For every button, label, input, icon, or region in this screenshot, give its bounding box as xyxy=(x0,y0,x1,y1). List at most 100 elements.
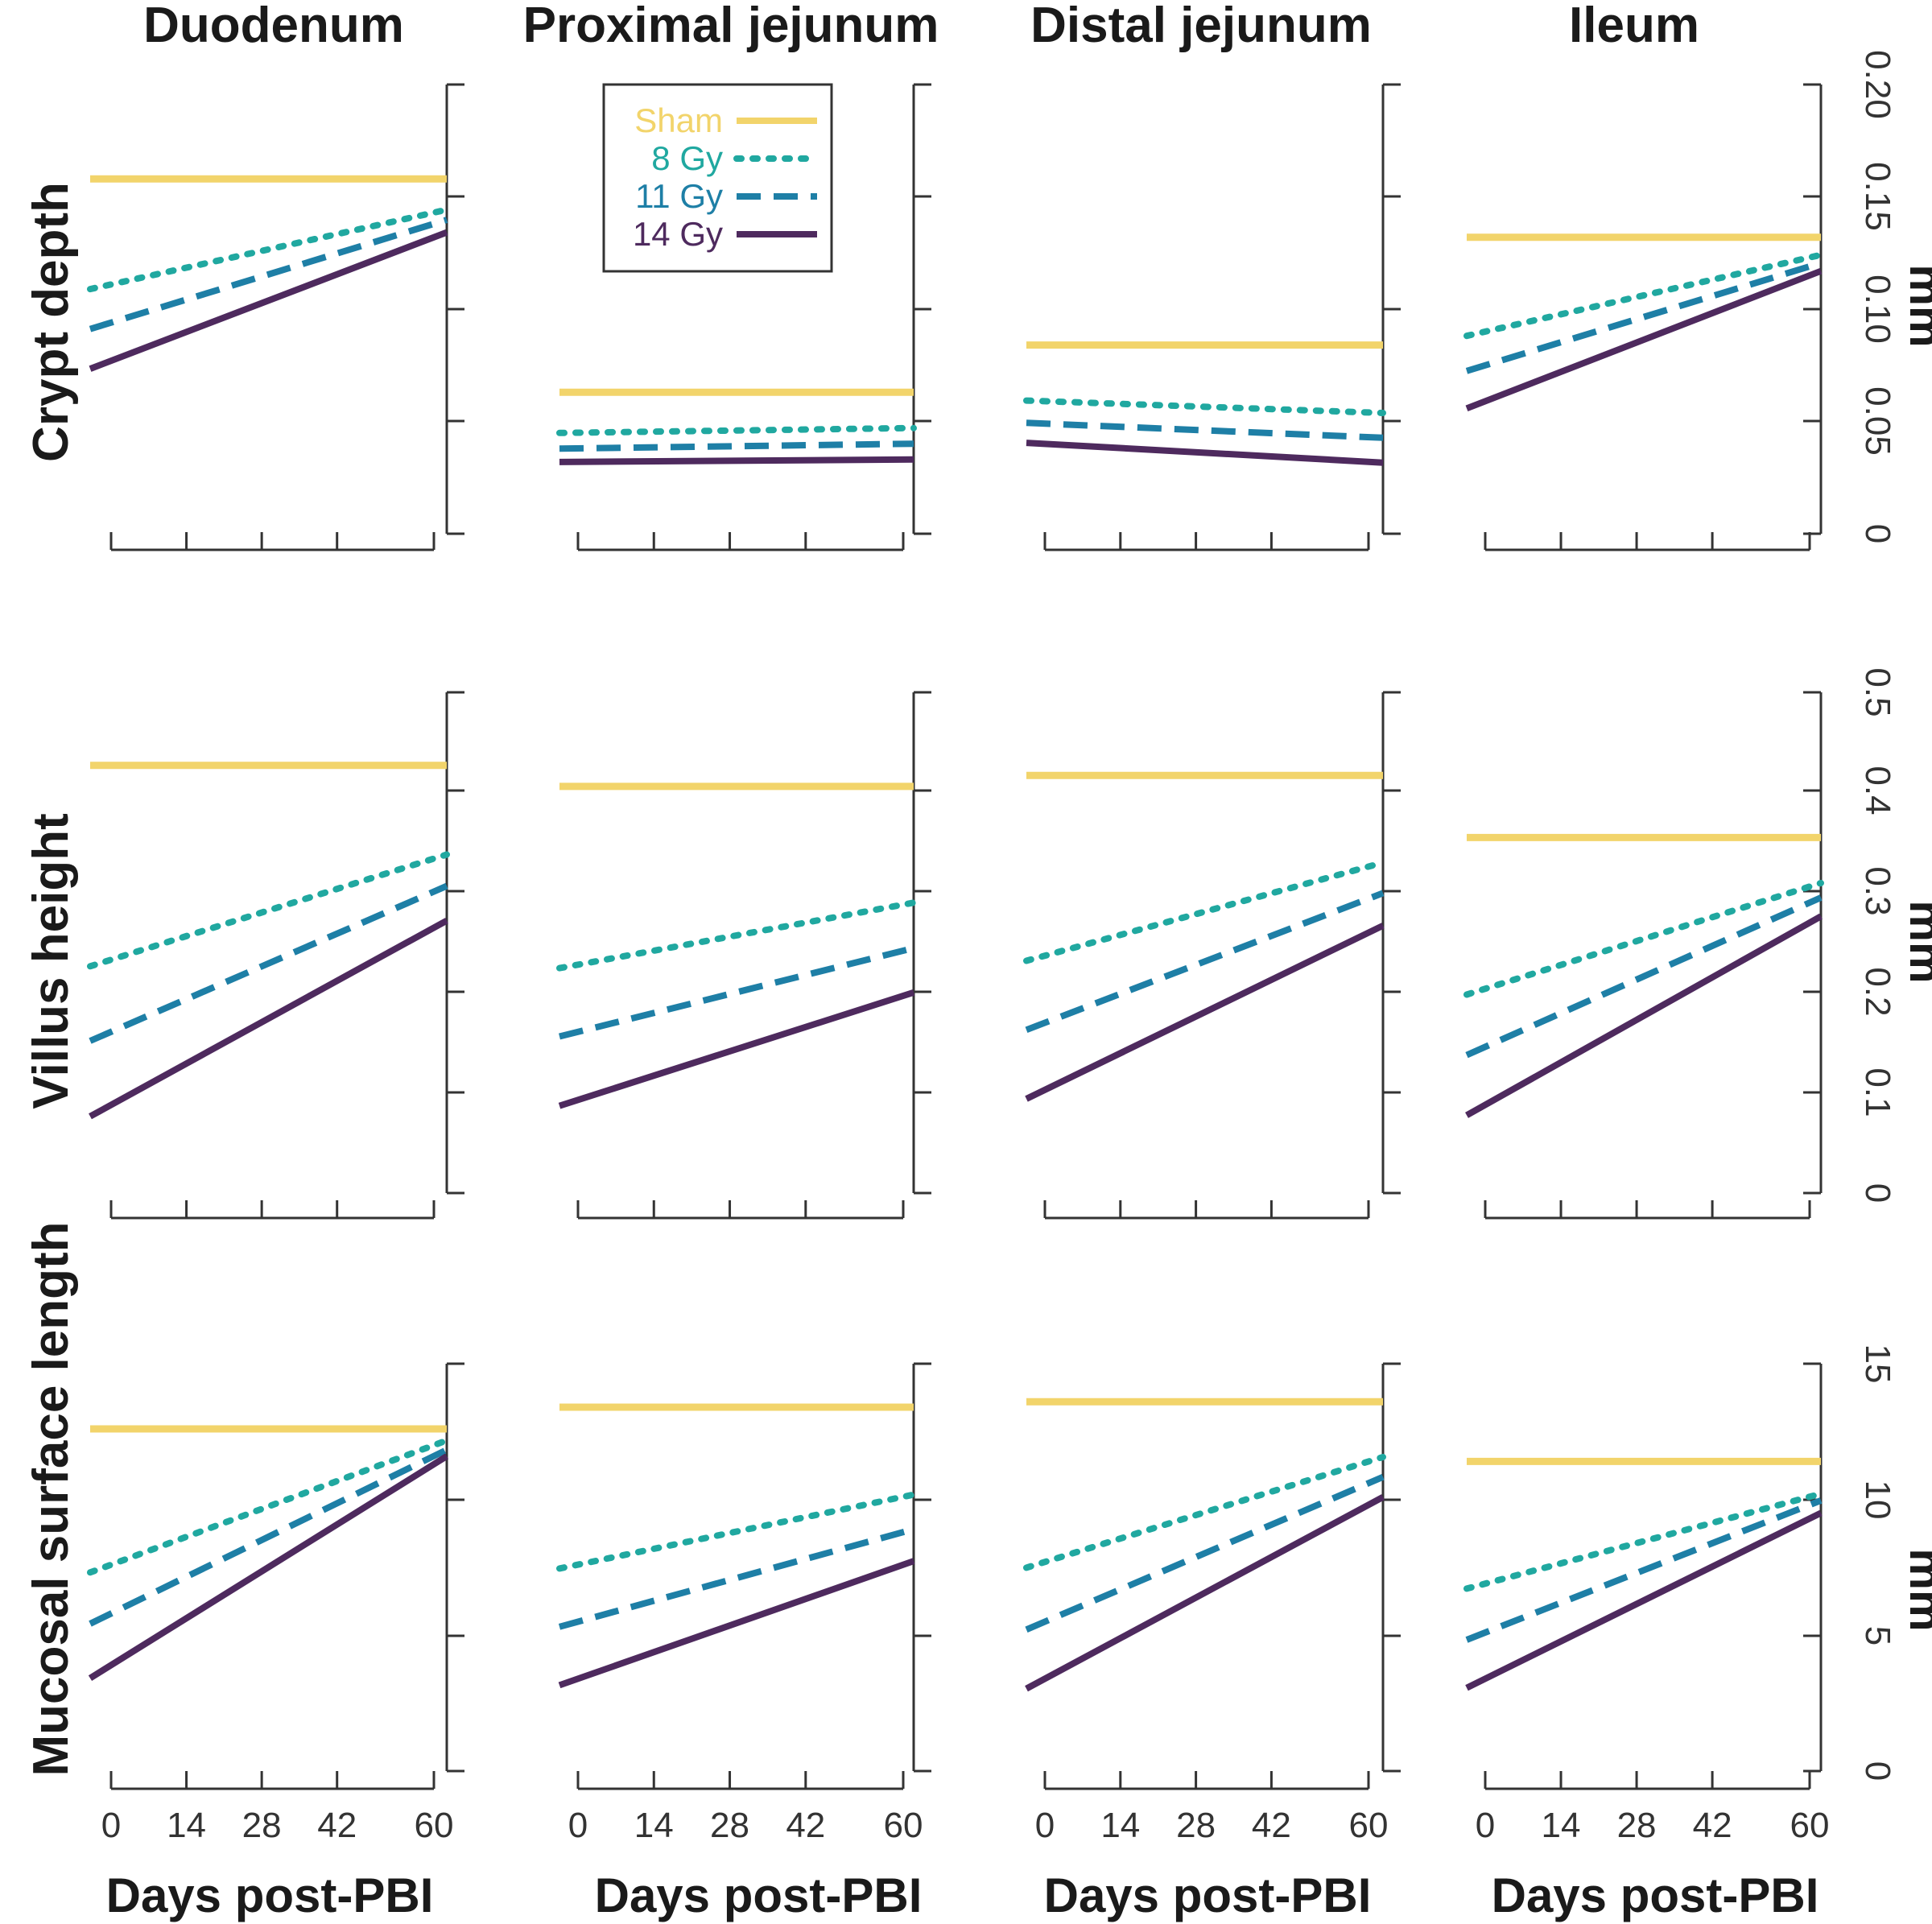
series-line-8-gy xyxy=(87,206,450,293)
series-line-14-gy xyxy=(559,456,914,465)
series-line-8-gy xyxy=(556,424,917,436)
column-title-duodenum: Duodenum xyxy=(143,0,404,53)
x-tick-label: 60 xyxy=(884,1806,923,1845)
series-line-11-gy xyxy=(1465,259,1823,374)
x-tick-label: 0 xyxy=(101,1806,121,1845)
y-tick-label: 0.10 xyxy=(1858,275,1897,344)
column-title-proximal-jejunum: Proximal jejunum xyxy=(523,0,939,53)
legend-box xyxy=(602,83,833,273)
series-line-11-gy xyxy=(1025,1474,1385,1633)
panel-crypt-depth-distal-jejunum xyxy=(1023,83,1401,551)
x-tick-label: 42 xyxy=(786,1806,825,1845)
x-axis-label: Days post-PBI xyxy=(106,1868,434,1922)
series-line-8-gy xyxy=(1463,879,1824,998)
x-tick-label: 0 xyxy=(1035,1806,1055,1845)
panel-mucosal-surface-length-distal-jejunum: 0 14 28 42 60 Days post-PBI xyxy=(1023,1362,1401,1922)
y-unit-label: mm xyxy=(1900,900,1932,983)
series-line-11-gy xyxy=(89,882,448,1044)
series-line-11-gy xyxy=(1465,1497,1823,1643)
series-line-11-gy xyxy=(559,440,914,452)
y-tick-label: 10 xyxy=(1858,1480,1897,1520)
y-tick-label: 0 xyxy=(1858,1183,1897,1203)
series-line-14-gy xyxy=(558,1558,915,1689)
panel-mucosal-surface-length-proximal-jejunum: 0 14 28 42 60 Days post-PBI xyxy=(556,1362,931,1922)
x-axis-label: Days post-PBI xyxy=(595,1868,923,1922)
y-tick-label: 15 xyxy=(1858,1344,1897,1384)
panel-villus-height-duodenum xyxy=(87,691,464,1220)
legend-label-8-gy: 8 Gy xyxy=(651,139,723,177)
row-title-crypt-depth: Crypt depth xyxy=(23,182,79,462)
column-title-distal-jejunum: Distal jejunum xyxy=(1030,0,1372,53)
panel-crypt-depth-ileum: 0 0.05 0.10 0.15 0.20 xyxy=(1463,50,1897,551)
y-tick-label: 0 xyxy=(1858,524,1897,543)
y-tick-label: 0.2 xyxy=(1858,967,1897,1016)
x-tick-label: 0 xyxy=(1476,1806,1495,1845)
series-line-14-gy xyxy=(1025,923,1385,1102)
panel-crypt-depth-proximal-jejunum xyxy=(556,83,931,551)
series-line-8-gy xyxy=(1463,1490,1824,1592)
panel-mucosal-surface-length-duodenum: 0 14 28 42 60 Days post-PBI xyxy=(87,1362,464,1922)
series-line-11-gy xyxy=(1465,894,1823,1059)
x-tick-label: 42 xyxy=(1252,1806,1291,1845)
y-tick-label: 0.1 xyxy=(1858,1067,1897,1117)
x-tick-label: 42 xyxy=(317,1806,357,1845)
x-tick-label: 14 xyxy=(1100,1806,1140,1845)
series-line-11-gy xyxy=(1025,890,1385,1034)
series-line-11-gy xyxy=(559,944,914,1040)
y-tick-label: 5 xyxy=(1858,1626,1897,1645)
panel-mucosal-surface-length-ileum: 0 5 10 15 0 14 28 42 60 Days post-PBI xyxy=(1463,1344,1897,1922)
series-line-14-gy xyxy=(1026,440,1384,466)
panel-crypt-depth-duodenum xyxy=(87,83,464,551)
x-tick-label: 28 xyxy=(710,1806,749,1845)
x-tick-label: 42 xyxy=(1693,1806,1732,1845)
series-line-8-gy xyxy=(556,1491,917,1572)
series-line-14-gy xyxy=(89,918,448,1120)
series-line-14-gy xyxy=(1025,1494,1385,1692)
series-line-14-gy xyxy=(1465,1509,1823,1691)
x-tick-label: 28 xyxy=(242,1806,282,1845)
series-line-8-gy xyxy=(1463,251,1824,340)
legend-label-sham: Sham xyxy=(634,101,723,139)
series-line-11-gy xyxy=(558,1526,915,1630)
series-line-8-gy xyxy=(87,1437,450,1576)
panel-villus-height-distal-jejunum xyxy=(1023,691,1401,1220)
series-line-14-gy xyxy=(88,1453,449,1681)
x-axis-label: Days post-PBI xyxy=(1044,1868,1372,1922)
series-line-8-gy xyxy=(87,851,450,970)
x-tick-label: 60 xyxy=(415,1806,454,1845)
series-line-8-gy xyxy=(556,899,917,972)
series-line-11-gy xyxy=(1026,419,1384,441)
legend-label-11-gy: 11 Gy xyxy=(635,177,723,215)
x-tick-label: 60 xyxy=(1349,1806,1389,1845)
x-tick-label: 28 xyxy=(1617,1806,1657,1845)
x-tick-label: 60 xyxy=(1790,1806,1830,1845)
y-tick-label: 0.4 xyxy=(1858,766,1897,815)
series-line-14-gy xyxy=(1465,913,1823,1118)
x-tick-label: 14 xyxy=(1542,1806,1581,1845)
series-line-14-gy xyxy=(1465,267,1823,412)
y-tick-label: 0.15 xyxy=(1858,162,1897,231)
series-line-8-gy xyxy=(1023,1453,1386,1571)
series-line-8-gy xyxy=(1023,397,1386,416)
y-tick-label: 0.05 xyxy=(1858,386,1897,456)
series-line-11-gy xyxy=(89,1447,448,1627)
y-unit-label: mm xyxy=(1900,264,1932,347)
x-tick-label: 14 xyxy=(634,1806,674,1845)
y-tick-label: 0 xyxy=(1858,1761,1897,1781)
x-tick-label: 28 xyxy=(1176,1806,1216,1845)
y-unit-label: mm xyxy=(1900,1548,1932,1631)
column-title-ileum: Ileum xyxy=(1569,0,1699,53)
panel-villus-height-proximal-jejunum xyxy=(556,691,931,1220)
y-tick-label: 0.3 xyxy=(1858,866,1897,915)
legend-label-14-gy: 14 Gy xyxy=(633,215,723,253)
y-tick-label: 0.5 xyxy=(1858,667,1897,716)
row-title-mucosal-surface-length: Mucosal surface length xyxy=(23,1221,79,1776)
panel-villus-height-ileum: 0 0.1 0.2 0.3 0.4 0.5 xyxy=(1463,667,1897,1220)
series-line-8-gy xyxy=(1023,859,1386,964)
series-line-14-gy xyxy=(558,989,915,1109)
y-tick-label: 0.20 xyxy=(1858,50,1897,119)
series-line-11-gy xyxy=(89,217,448,332)
series-line-14-gy xyxy=(89,229,448,372)
